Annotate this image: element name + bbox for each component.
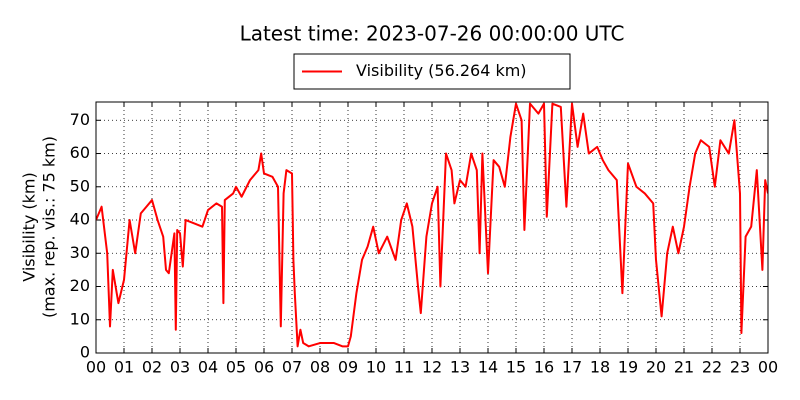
x-tick-label: 19 — [618, 358, 638, 377]
x-tick-label: 21 — [674, 358, 694, 377]
y-label-line: (max. rep. vis.: 75 km) — [40, 136, 59, 318]
y-tick-label: 30 — [70, 243, 90, 262]
x-tick-label: 10 — [366, 358, 386, 377]
x-tick-label: 00 — [758, 358, 778, 377]
y-tick-label: 70 — [70, 110, 90, 129]
chart-title: Latest time: 2023-07-26 00:00:00 UTC — [240, 22, 625, 46]
y-label: Visibility (km) (max. rep. vis.: 75 km) — [20, 136, 59, 318]
y-tick-label: 0 — [80, 343, 90, 362]
x-tick-label: 04 — [198, 358, 218, 377]
x-tick-label: 05 — [226, 358, 246, 377]
x-tick-label: 02 — [142, 358, 162, 377]
y-tick-label: 20 — [70, 276, 90, 295]
x-tick-label: 15 — [506, 358, 526, 377]
x-tick-label: 17 — [562, 358, 582, 377]
y-tick-label: 10 — [70, 309, 90, 328]
x-tick-label: 13 — [450, 358, 470, 377]
x-tick-label: 12 — [422, 358, 442, 377]
x-tick-label: 23 — [730, 358, 750, 377]
y-label-line: Visibility (km) — [20, 172, 39, 281]
series-line — [96, 102, 768, 348]
legend-label: Visibility (56.264 km) — [356, 61, 527, 80]
x-tick-label: 07 — [282, 358, 302, 377]
y-tick-label: 60 — [70, 143, 90, 162]
x-tick-label: 06 — [254, 358, 274, 377]
plot-frame — [95, 101, 769, 354]
x-tick-label: 18 — [590, 358, 610, 377]
x-tick-label: 09 — [338, 358, 358, 377]
x-tick-label: 22 — [702, 358, 722, 377]
x-tick-label: 03 — [170, 358, 190, 377]
x-tick-label: 00 — [86, 358, 106, 377]
x-tick-label: 20 — [646, 358, 666, 377]
x-tick-label: 08 — [310, 358, 330, 377]
x-tick-label: 11 — [394, 358, 414, 377]
y-tick-label: 50 — [70, 176, 90, 195]
x-tick-label: 14 — [478, 358, 498, 377]
x-tick-label: 01 — [114, 358, 134, 377]
x-tick-label: 16 — [534, 358, 554, 377]
y-tick-label: 40 — [70, 210, 90, 229]
